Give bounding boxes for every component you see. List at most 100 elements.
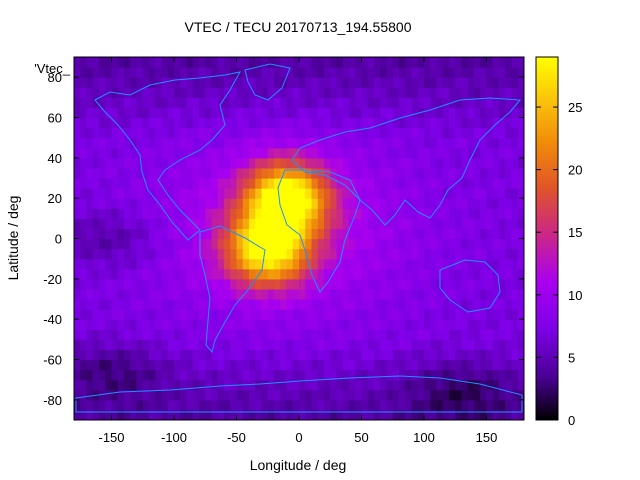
heatmap-cell — [480, 288, 488, 300]
heatmap-cell — [374, 399, 381, 411]
heatmap-cell — [305, 369, 313, 381]
heatmap-cell — [355, 57, 363, 68]
heatmap-cell — [317, 57, 325, 68]
heatmap-cell — [205, 299, 213, 310]
heatmap-cell — [467, 137, 475, 149]
heatmap-cell — [474, 309, 481, 320]
heatmap-cell — [386, 299, 394, 310]
heatmap-cell — [86, 67, 94, 78]
heatmap-cell — [405, 137, 413, 149]
heatmap-cell — [217, 188, 225, 199]
heatmap-cell — [192, 137, 200, 149]
heatmap-cell — [336, 309, 344, 320]
heatmap-cell — [355, 399, 363, 411]
heatmap-cell — [392, 218, 400, 230]
heatmap-cell — [386, 77, 394, 88]
heatmap-cell — [442, 157, 450, 169]
heatmap-cell — [461, 97, 469, 109]
heatmap-cell — [417, 117, 425, 129]
heatmap-cell — [349, 117, 356, 129]
heatmap-cell — [461, 409, 469, 420]
heatmap-cell — [286, 238, 294, 250]
heatmap-cell — [467, 319, 475, 330]
heatmap-cell — [86, 157, 94, 169]
heatmap-cell — [449, 359, 456, 371]
heatmap-cell — [111, 97, 119, 109]
heatmap-cell — [117, 369, 125, 381]
heatmap-cell — [117, 228, 125, 240]
heatmap-cell — [430, 127, 438, 139]
heatmap-cell — [436, 288, 444, 300]
heatmap-cell — [86, 218, 94, 230]
heatmap-cell — [267, 208, 275, 219]
heatmap-cell — [161, 359, 169, 371]
heatmap-cell — [455, 137, 463, 149]
heatmap-cell — [99, 188, 106, 199]
heatmap-cell — [136, 409, 144, 420]
heatmap-cell — [105, 309, 113, 320]
heatmap-cell — [261, 379, 269, 391]
heatmap-cell — [374, 288, 381, 300]
heatmap-cell — [242, 299, 250, 310]
heatmap-cell — [442, 299, 450, 310]
heatmap-cell — [467, 188, 475, 199]
heatmap-cell — [161, 147, 169, 159]
heatmap-cell — [99, 278, 106, 290]
heatmap-cell — [249, 97, 256, 109]
heatmap-cell — [217, 268, 225, 280]
heatmap-cell — [442, 389, 450, 401]
heatmap-cell — [80, 218, 88, 230]
heatmap-cell — [174, 127, 181, 139]
heatmap-cell — [142, 339, 150, 351]
heatmap-cell — [136, 258, 144, 270]
heatmap-cell — [417, 178, 425, 189]
heatmap-cell — [455, 389, 463, 401]
heatmap-cell — [380, 319, 388, 330]
heatmap-cell — [467, 248, 475, 260]
heatmap-cell — [499, 178, 506, 189]
heatmap-cell — [455, 208, 463, 219]
heatmap-cell — [342, 248, 350, 260]
heatmap-cell — [217, 309, 225, 320]
heatmap-cell — [424, 278, 431, 290]
heatmap-cell — [399, 208, 406, 219]
heatmap-cell — [392, 319, 400, 330]
heatmap-cell — [511, 147, 519, 159]
heatmap-cell — [505, 97, 513, 109]
heatmap-cell — [305, 409, 313, 420]
heatmap-cell — [111, 107, 119, 119]
heatmap-cell — [205, 389, 213, 401]
heatmap-cell — [342, 349, 350, 361]
heatmap-cell — [86, 319, 94, 330]
heatmap-cell — [311, 258, 319, 270]
heatmap-cell — [436, 87, 444, 98]
heatmap-cell — [111, 339, 119, 351]
heatmap-cell — [180, 359, 188, 371]
heatmap-cell — [267, 329, 275, 340]
heatmap-cell — [442, 399, 450, 411]
heatmap-cell — [292, 157, 300, 169]
heatmap-cell — [486, 188, 494, 199]
heatmap-cell — [492, 268, 500, 280]
heatmap-cell — [74, 299, 81, 310]
heatmap-cell — [480, 97, 488, 109]
heatmap-cell — [317, 188, 325, 199]
heatmap-cell — [411, 349, 419, 361]
heatmap-cell — [442, 379, 450, 391]
heatmap-cell — [355, 67, 363, 78]
heatmap-cell — [417, 339, 425, 351]
heatmap-cell — [417, 57, 425, 68]
heatmap-cell — [430, 157, 438, 169]
heatmap-cell — [311, 67, 319, 78]
heatmap-cell — [211, 198, 219, 209]
coastline-eurasia — [291, 97, 522, 226]
heatmap-cell — [105, 278, 113, 290]
heatmap-cell — [417, 278, 425, 290]
heatmap-cell — [436, 147, 444, 159]
heatmap-cell — [99, 147, 106, 159]
heatmap-cell — [386, 288, 394, 300]
heatmap-cell — [117, 137, 125, 149]
heatmap-cell — [161, 369, 169, 381]
heatmap-cell — [267, 258, 275, 270]
heatmap-cell — [261, 77, 269, 88]
